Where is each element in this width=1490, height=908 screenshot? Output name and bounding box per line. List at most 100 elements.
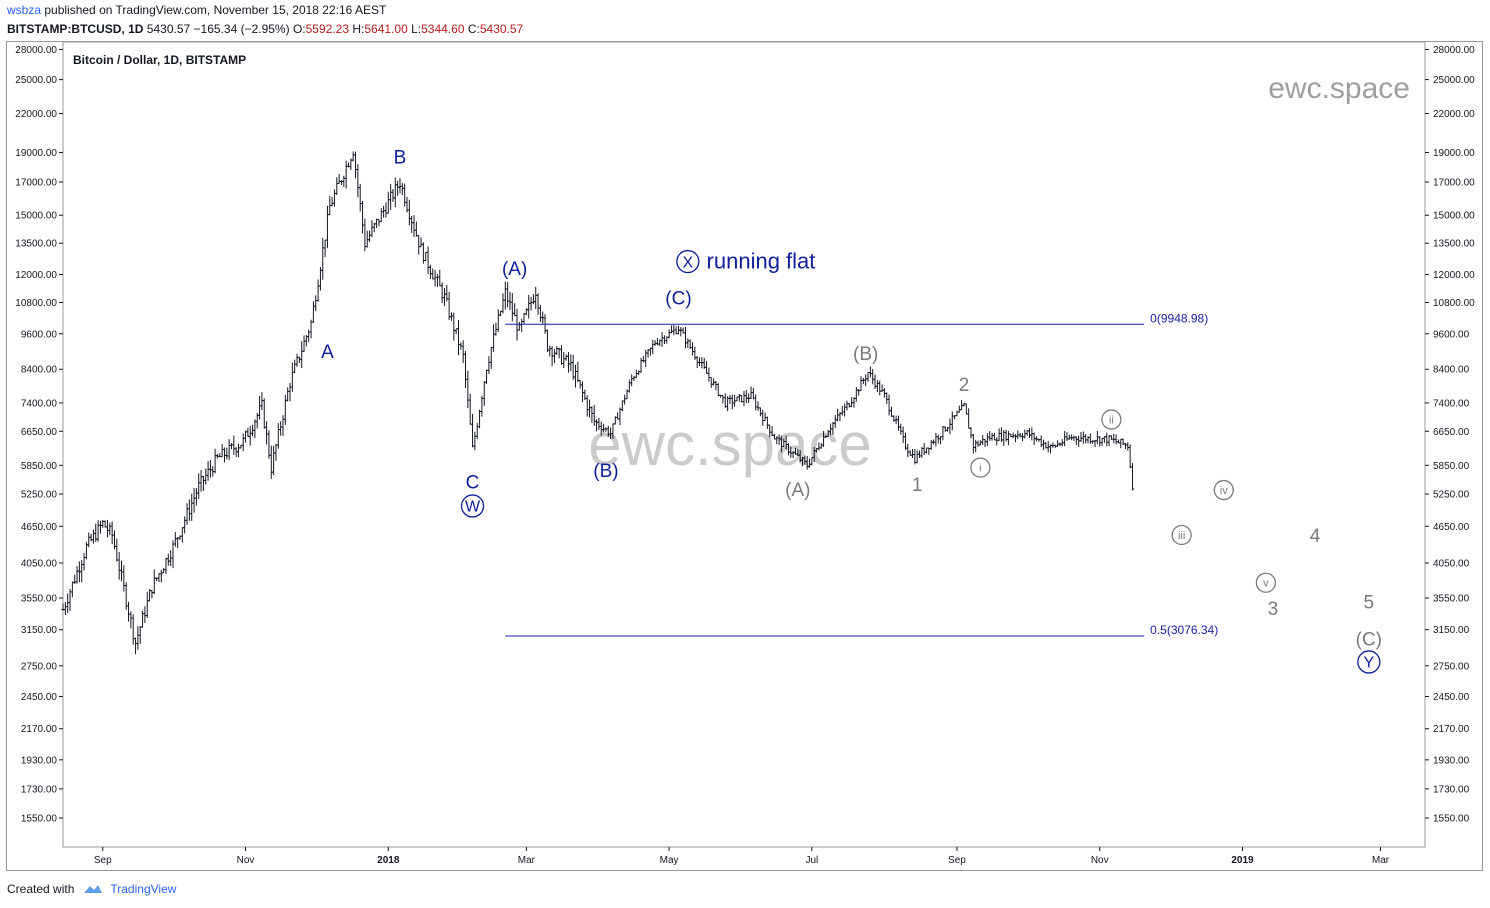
y-tick-label-right: 8400.00 <box>1433 365 1470 376</box>
wave-label: (C) <box>1356 629 1382 650</box>
x-tick-label: 2018 <box>377 855 400 866</box>
y-tick-label-right: 2750.00 <box>1433 661 1470 672</box>
y-tick-label-right: 7400.00 <box>1433 398 1470 409</box>
y-tick-label-left: 9600.00 <box>21 329 58 340</box>
y-tick-label-right: 15000.00 <box>1433 211 1475 222</box>
y-tick-label-left: 1550.00 <box>21 814 58 825</box>
y-tick-label-right: 4050.00 <box>1433 558 1470 569</box>
wave-label: B <box>394 148 407 169</box>
y-tick-label-right: 9600.00 <box>1433 329 1470 340</box>
y-tick-label-right: 3550.00 <box>1433 593 1470 604</box>
watermark-center: ewc.space <box>588 411 871 478</box>
y-tick-label-right: 1730.00 <box>1433 784 1470 795</box>
high-label: H: <box>352 22 365 36</box>
watermark-top: ewc.space <box>1268 72 1410 105</box>
tradingview-logo-icon <box>84 885 103 893</box>
y-tick-label-left: 28000.00 <box>15 45 57 56</box>
y-tick-label-right: 28000.00 <box>1433 45 1475 56</box>
y-tick-label-left: 12000.00 <box>15 270 57 281</box>
low-label: L: <box>411 22 422 36</box>
change: −165.34 (−2.95%) <box>193 22 290 36</box>
x-tick-label: Sep <box>94 855 112 866</box>
wave-label: (B) <box>853 344 878 365</box>
low-value: 5344.60 <box>421 22 465 36</box>
wave-label-circle <box>460 494 485 518</box>
y-tick-label-left: 17000.00 <box>15 178 57 189</box>
y-tick-label-left: 8400.00 <box>21 365 58 376</box>
wave-label-circle <box>1213 479 1234 501</box>
y-tick-label-right: 17000.00 <box>1433 178 1475 189</box>
wave-label: 4 <box>1310 526 1321 547</box>
y-tick-label-right: 1550.00 <box>1433 814 1470 825</box>
x-tick-label: Mar <box>1372 855 1390 866</box>
y-tick-label-left: 2170.00 <box>21 724 58 735</box>
x-tick-label: 2019 <box>1231 855 1254 866</box>
wave-label-circled: iii <box>1178 530 1185 542</box>
chart-title: Bitcoin / Dollar, 1D, BITSTAMP <box>73 53 246 67</box>
y-tick-label-right: 6650.00 <box>1433 427 1470 438</box>
y-tick-label-left: 22000.00 <box>15 109 57 120</box>
y-tick-label-left: 4650.00 <box>21 522 58 533</box>
wave-label: 3 <box>1268 599 1279 620</box>
y-tick-label-right: 22000.00 <box>1433 109 1475 120</box>
wave-label-circle <box>1357 650 1381 674</box>
fib-levels: 0(9948.98) 0.5(3076.34) <box>505 311 1218 637</box>
y-tick-label-right: 1930.00 <box>1433 755 1470 766</box>
wave-label: (B) <box>593 461 618 482</box>
y-tick-label-right: 3150.00 <box>1433 625 1470 636</box>
wave-label: 5 <box>1364 593 1375 614</box>
y-tick-label-left: 1730.00 <box>21 784 58 795</box>
tradingview-brand[interactable]: TradingView <box>110 882 177 896</box>
y-tick-label-left: 5250.00 <box>21 490 58 501</box>
y-tick-label-left: 4050.00 <box>21 558 58 569</box>
wave-label: C <box>466 473 480 494</box>
y-axis: 28000.00 28000.00 25000.00 25000.00 22000.00… <box>15 45 1475 825</box>
high-value: 5641.00 <box>364 22 408 36</box>
y-tick-label-left: 7400.00 <box>21 398 58 409</box>
symbol: BITSTAMP:BTCUSD, 1D <box>7 22 144 36</box>
y-tick-label-right: 13500.00 <box>1433 239 1475 250</box>
wave-label-circle <box>676 249 700 274</box>
wave-label-circle <box>970 457 991 478</box>
x-tick-label: Mar <box>518 855 536 866</box>
open-value: 5592.23 <box>305 22 350 36</box>
y-tick-label-left: 19000.00 <box>15 148 57 159</box>
y-tick-label-left: 15000.00 <box>15 211 57 222</box>
y-tick-label-left: 10800.00 <box>15 298 57 309</box>
wave-label: 2 <box>959 375 970 396</box>
footer: Created with TradingView <box>7 882 176 896</box>
x-tick-label: Nov <box>1091 855 1109 866</box>
y-tick-label-right: 5850.00 <box>1433 461 1470 472</box>
y-tick-label-left: 5850.00 <box>21 461 58 472</box>
close-value: 5430.57 <box>479 22 524 36</box>
fib-level-label: 0.5(3076.34) <box>1150 623 1218 637</box>
y-tick-label-right: 10800.00 <box>1433 298 1475 309</box>
wave-label-circled: W <box>465 499 481 516</box>
y-tick-label-right: 5250.00 <box>1433 490 1470 501</box>
y-tick-label-left: 6650.00 <box>21 427 58 438</box>
y-tick-label-left: 3150.00 <box>21 625 58 636</box>
created-with-text: Created with <box>7 882 75 896</box>
y-tick-label-left: 2450.00 <box>21 692 58 703</box>
y-tick-label-right: 12000.00 <box>1433 270 1475 281</box>
last-price: 5430.57 <box>146 22 191 36</box>
y-tick-label-left: 2750.00 <box>21 661 58 672</box>
close-label: C: <box>467 22 480 36</box>
ticker-line: BITSTAMP:BTCUSD, 1D 5430.57 −165.34 (−2.… <box>7 22 523 36</box>
wave-label-circled: iv <box>1220 485 1228 497</box>
wave-label: (A) <box>502 259 527 280</box>
publisher-name[interactable]: wsbza <box>7 3 42 17</box>
wave-label: A <box>321 342 334 363</box>
y-tick-label-right: 25000.00 <box>1433 75 1475 86</box>
wave-label-circled: ii <box>1109 415 1114 427</box>
wave-label-note: running flat <box>707 249 816 274</box>
y-tick-label-left: 3550.00 <box>21 593 58 604</box>
wave-label-circle <box>1255 572 1277 593</box>
x-tick-label: May <box>660 855 679 866</box>
open-label: O: <box>292 22 306 36</box>
published-text: published on TradingView.com, November 1… <box>44 3 387 17</box>
wave-label-circle <box>1101 409 1122 430</box>
wave-label-circled: i <box>979 463 981 475</box>
